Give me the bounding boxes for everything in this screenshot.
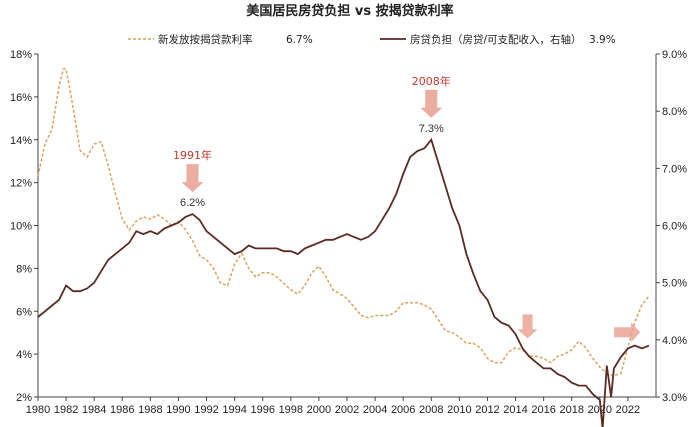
legend-label-rate: 新发放按揭贷款利率 [158,33,253,46]
x-tick-label: 1984 [82,404,106,416]
left-axis-ticks: 2% 4% 6% 8% 10% 12% 14% 16% 18% [10,49,38,404]
x-tick-label: 2000 [307,404,331,416]
x-tick-label: 2014 [503,404,527,416]
x-tick-label: 1982 [54,404,78,416]
x-tick-label: 2022 [616,404,640,416]
right-tick-label: 3.0% [662,392,687,404]
right-tick-label: 8.0% [662,106,687,118]
left-tick-label: 14% [10,135,32,147]
x-tick-label: 1998 [279,404,303,416]
chart-title: 美国居民房贷负担 vs 按揭贷款利率 [246,3,453,19]
x-tick-label: 1996 [250,404,274,416]
x-tick-label: 1990 [166,404,190,416]
annotation-value: 6.2% [180,197,205,209]
right-tick-label: 7.0% [662,163,687,175]
axes [37,54,657,398]
x-tick-label: 2016 [531,404,555,416]
x-tick-label: 2006 [391,404,415,416]
left-tick-label: 8% [16,263,32,275]
annotation-arrow [181,164,204,193]
legend-value-rate: 6.7% [286,34,313,46]
left-tick-label: 16% [10,92,32,104]
annotation-year: 2008年 [412,74,451,88]
legend-value-burden: 3.9% [589,34,616,46]
x-tick-label: 1988 [138,404,162,416]
x-tick-label: 1994 [222,404,246,416]
right-tick-label: 9.0% [662,49,687,61]
legend-label-burden: 房贷负担（房贷/可支配收入，右轴） [410,33,582,46]
x-tick-label: 2018 [559,404,583,416]
x-tick-label: 1986 [110,404,134,416]
x-tick-label: 1992 [194,404,218,416]
annotation-value: 7.3% [419,123,444,135]
right-tick-label: 5.0% [662,278,687,290]
x-tick-label: 2020 [588,404,612,416]
right-tick-label: 6.0% [662,221,687,233]
x-tick-label: 2004 [363,404,387,416]
trend-arrow [614,322,641,343]
left-tick-label: 2% [16,392,32,404]
legend: 新发放按揭贷款利率 6.7% 房贷负担（房贷/可支配收入，右轴） 3.9% [128,33,616,46]
left-tick-label: 12% [10,178,32,190]
left-tick-label: 18% [10,49,32,61]
right-tick-label: 4.0% [662,335,687,347]
left-tick-label: 4% [16,349,32,361]
x-tick-label: 2002 [335,404,359,416]
left-tick-label: 6% [16,306,32,318]
x-tick-label: 2008 [419,404,443,416]
x-tick-label: 2012 [475,404,499,416]
annotation-arrow [420,89,443,118]
x-tick-label: 2010 [447,404,471,416]
trend-arrow [517,314,538,339]
trend-arrows [517,314,641,343]
x-axis-ticks: 1980 1982 1984 1986 1988 1990 1992 1994 1996 1998… [26,397,640,416]
series-line-mortgage-burden [37,137,650,427]
right-axis-ticks: 3.0% 4.0% 5.0% 6.0% 7.0% 8.0% 9.0% [656,49,687,404]
x-tick-label: 1980 [26,404,50,416]
annotations: 1991年 6.2% 2008年 7.3% [173,74,451,209]
left-tick-label: 10% [10,221,32,233]
annotation-year: 1991年 [173,148,212,162]
series-line-mortgage-rate [37,68,650,377]
